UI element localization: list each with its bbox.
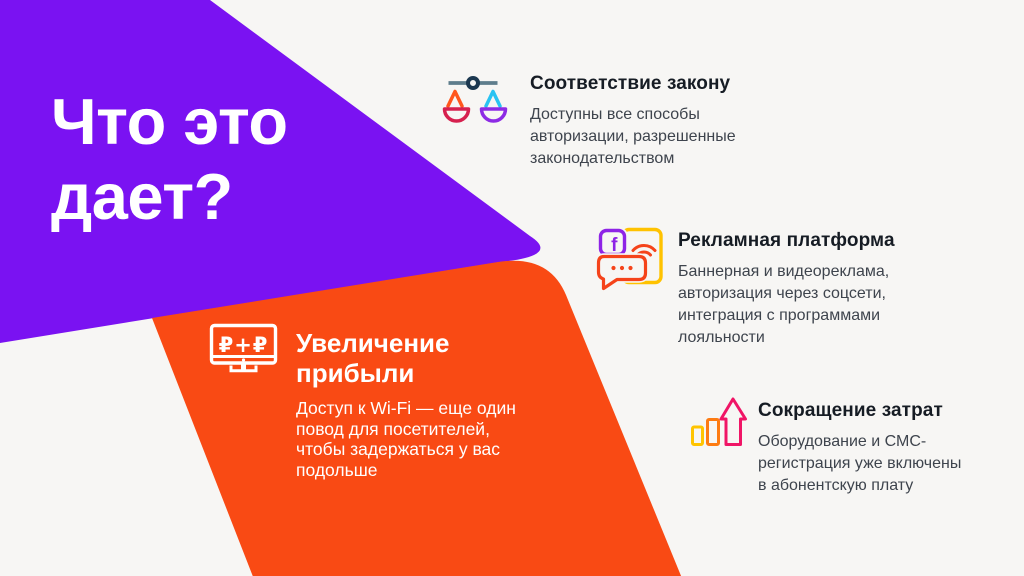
highlight-card-body: Доступ к Wi-Fi — еще один повод для посе… bbox=[296, 398, 516, 480]
feature-body: Доступны все способы авторизации, разреш… bbox=[530, 106, 736, 167]
page-title: Что это дает? bbox=[51, 85, 288, 233]
profit-monitor-icon: ₽+₽ bbox=[209, 323, 278, 373]
feature-title: Сокращение затрат bbox=[758, 400, 943, 421]
feature-law: Соответствие закону Доступны все способы… bbox=[530, 72, 770, 170]
growth-arrow-icon bbox=[691, 397, 747, 446]
highlight-card: Увеличение прибыли Доступ к Wi-Fi — еще … bbox=[296, 328, 566, 480]
monitor-icon-label: ₽+₽ bbox=[219, 333, 269, 357]
scales-icon bbox=[442, 76, 508, 123]
orange-shape bbox=[152, 260, 682, 576]
purple-shape bbox=[0, 0, 541, 343]
wifi-icon bbox=[631, 243, 657, 252]
social-ads-icon: f bbox=[595, 227, 663, 292]
feature-body: Баннерная и видеореклама, авторизация че… bbox=[678, 263, 890, 346]
feature-cost-cut: Сокращение затрат Оборудование и СМС- ре… bbox=[758, 399, 998, 497]
feature-title: Соответствие закону bbox=[530, 73, 731, 94]
feature-body: Оборудование и СМС- регистрация уже вклю… bbox=[758, 433, 962, 494]
feature-ad-platform: Рекламная платформа Баннерная и видеорек… bbox=[678, 229, 923, 349]
feature-title: Рекламная платформа bbox=[678, 230, 895, 251]
chat-bubble-icon bbox=[596, 254, 648, 291]
highlight-card-title: Увеличение прибыли bbox=[296, 328, 450, 388]
svg-text:f: f bbox=[611, 235, 618, 256]
